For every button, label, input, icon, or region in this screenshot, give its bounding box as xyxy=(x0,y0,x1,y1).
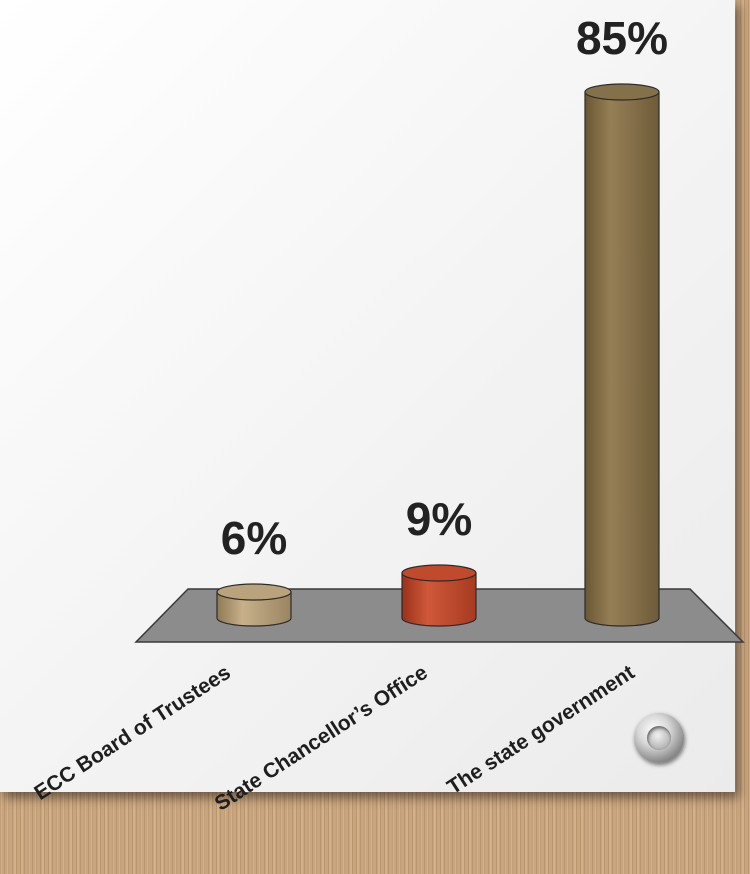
data-label-2: 9% xyxy=(406,493,472,545)
bar-2 xyxy=(401,564,477,627)
category-label-2: State Chancellor’s Office xyxy=(211,661,432,816)
data-label-3: 85% xyxy=(576,12,668,64)
metal-grommet xyxy=(634,713,684,763)
bar-1 xyxy=(216,583,292,627)
bar-3 xyxy=(584,83,660,627)
data-label-1: 6% xyxy=(221,512,287,564)
category-label-3: The state government xyxy=(443,661,639,799)
category-label-1: ECC Board of Trustees xyxy=(30,661,234,805)
